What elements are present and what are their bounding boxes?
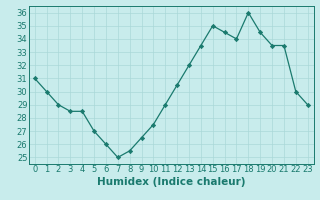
X-axis label: Humidex (Indice chaleur): Humidex (Indice chaleur) <box>97 177 245 187</box>
